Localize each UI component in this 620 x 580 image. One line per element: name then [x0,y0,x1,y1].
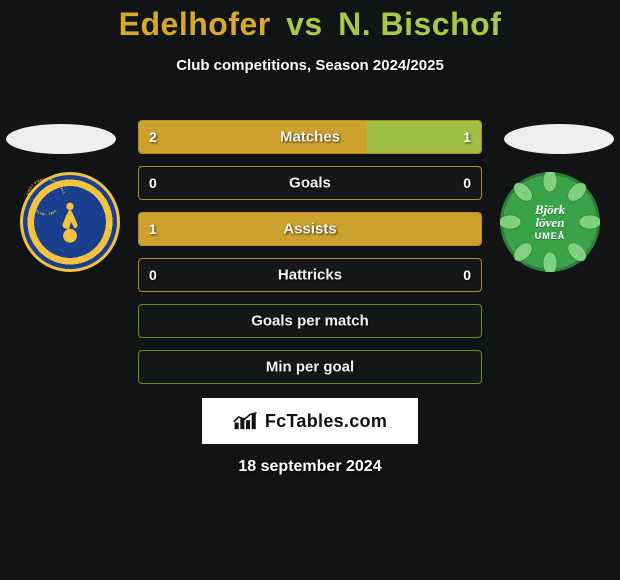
site-logo-text: FcTables.com [265,411,387,432]
stat-row: 21Matches [138,120,482,154]
footer: FcTables.com 18 september 2024 [0,392,620,476]
stat-row: Min per goal [138,350,482,384]
badge-right-line1: Björk [535,203,566,217]
stats-column: 21Matches 00Goals 1Assists 00Hattricks Goals… [138,120,482,396]
bar-chart-icon [233,410,259,432]
badge-left-figure-icon [47,199,93,245]
player-right-name: N. Bischof [338,6,501,42]
left-ellipse-decoration [6,124,116,154]
footer-date: 18 september 2024 [0,458,620,476]
stat-label: Goals [139,175,481,192]
svg-text:FIRST VIENNA FOOTBALL: FIRST VIENNA FOOTBALL [26,177,66,195]
stat-label: Min per goal [139,359,481,376]
stat-row: Goals per match [138,304,482,338]
stat-label: Matches [139,129,481,146]
club-badge-left: FIRST VIENNA FOOTBALL CLUB · 1894 [20,172,120,272]
club-badge-right: Björk löven UMEÅ [500,172,600,272]
right-ellipse-decoration [504,124,614,154]
stat-row: 00Hattricks [138,258,482,292]
stat-label: Assists [139,221,481,238]
subtitle: Club competitions, Season 2024/2025 [0,57,620,74]
stat-label: Goals per match [139,313,481,330]
player-left-name: Edelhofer [119,6,271,42]
badge-right-text: Björk löven UMEÅ [535,203,566,242]
stat-row: 00Goals [138,166,482,200]
site-logo-box[interactable]: FcTables.com [202,398,418,444]
badge-right-line3: UMEÅ [535,232,566,241]
stat-label: Hattricks [139,267,481,284]
page-title: Edelhofer vs N. Bischof [0,0,620,43]
badge-right-line2: löven [535,216,566,230]
stat-row: 1Assists [138,212,482,246]
title-vs: vs [286,6,323,42]
comparison-card: Edelhofer vs N. Bischof Club competition… [0,0,620,580]
